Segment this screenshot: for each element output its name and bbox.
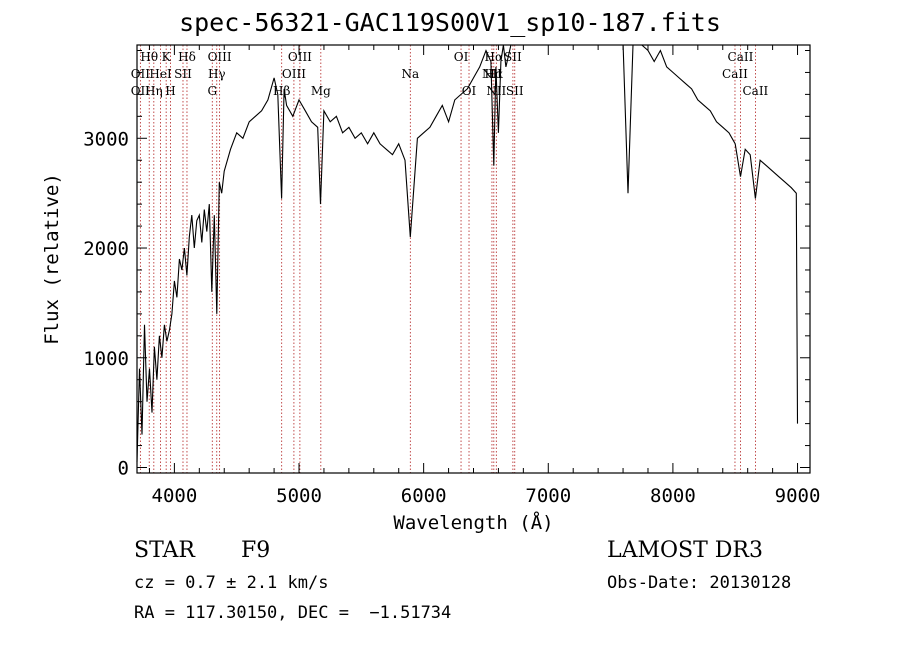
y-tick-label: 0 <box>118 458 129 480</box>
y-axis-ticks: 0 1000 2000 3000 <box>83 49 810 480</box>
ref-line-label: Hη <box>145 84 163 98</box>
x-tick-label: 9000 <box>775 485 821 507</box>
x-tick-label: 8000 <box>650 485 696 507</box>
ref-line-label: OIII <box>282 67 306 81</box>
survey-name: LAMOST DR3 <box>607 538 763 563</box>
y-tick-label: 2000 <box>83 238 129 260</box>
ref-line-label: OI <box>462 84 477 98</box>
ref-line-label: CaII <box>722 67 748 81</box>
x-tick-label: 5000 <box>276 485 322 507</box>
ref-line-label: Hγ <box>208 67 226 81</box>
y-tick-label: 3000 <box>83 128 129 150</box>
x-axis-label: Wavelength (Å) <box>393 511 553 534</box>
x-tick-label: 6000 <box>401 485 447 507</box>
ref-line-label: Hα <box>485 67 504 81</box>
y-tick-label: 1000 <box>83 348 129 370</box>
x-axis-ticks: 4000 5000 6000 7000 8000 9000 <box>148 45 821 507</box>
chart-title: spec-56321-GAC119S00V1_sp10-187.fits <box>179 8 721 37</box>
ref-line-label: NII <box>482 67 502 81</box>
ref-line-label: Na <box>401 67 419 81</box>
observation-date: Obs-Date: 20130128 <box>607 573 792 593</box>
ref-line-label: OIII <box>288 50 312 64</box>
x-tick-label: 4000 <box>152 485 198 507</box>
ref-line-label: CaII <box>728 50 754 64</box>
ref-line-label: CaII <box>742 84 768 98</box>
redshift-velocity: cz = 0.7 ± 2.1 km/s <box>134 573 329 593</box>
x-tick-label: 7000 <box>525 485 571 507</box>
ref-line-label: Hδ <box>178 50 196 64</box>
ref-line-label: OII <box>131 84 151 98</box>
ref-line-label: Mg <box>311 84 331 98</box>
ref-line-label: K <box>162 50 172 64</box>
ref-line-label: HeI <box>149 67 172 81</box>
spectrum-line <box>136 44 799 463</box>
ref-line-label: OIII <box>208 50 232 64</box>
y-axis-label: Flux (relative) <box>41 173 63 345</box>
ref-line-label: SII <box>506 84 524 98</box>
object-subclass: F9 <box>241 538 271 563</box>
ref-line-label: OI <box>454 50 469 64</box>
reference-lines <box>139 45 756 473</box>
ref-line-label: Hα <box>485 50 504 64</box>
ref-line-label: G <box>207 84 217 98</box>
ref-line-label: Hθ <box>140 50 158 64</box>
ref-line-label: H <box>165 84 175 98</box>
ref-line-label: SII <box>174 67 192 81</box>
object-class: STAR <box>134 538 195 563</box>
ref-line-label: OII <box>131 67 151 81</box>
coordinates: RA = 117.30150, DEC = −1.51734 <box>134 603 452 623</box>
